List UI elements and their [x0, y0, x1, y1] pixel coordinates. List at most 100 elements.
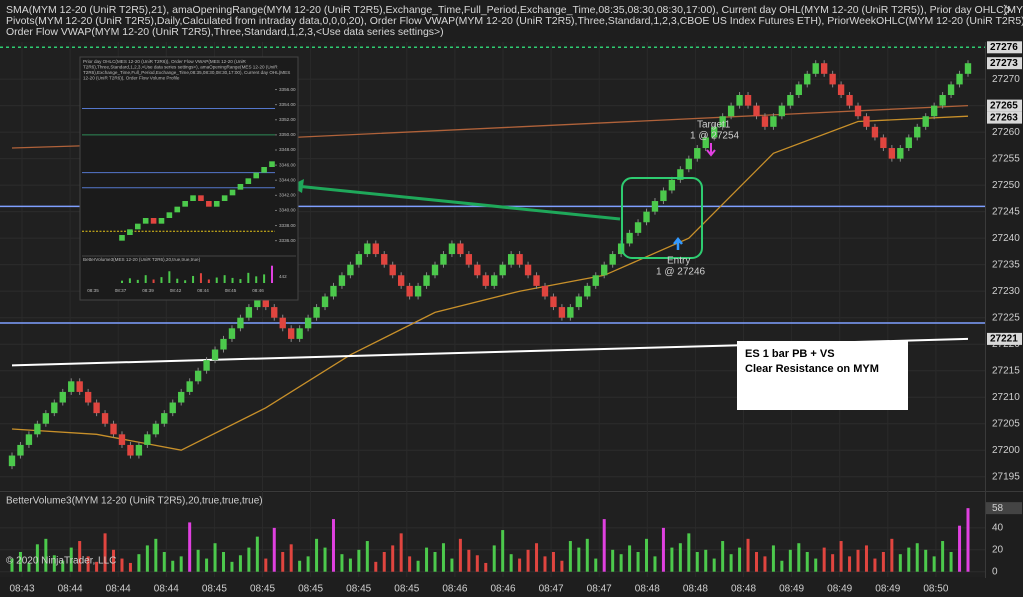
inset-x-label: 08:39 — [142, 288, 154, 293]
x-tick-label: 08:44 — [154, 584, 179, 595]
volume-bar — [560, 560, 564, 572]
volume-bar — [145, 545, 149, 572]
inset-volume-bar — [215, 277, 218, 283]
inset-volume-bar — [207, 279, 210, 283]
candle-body — [651, 201, 659, 212]
x-tick-label: 08:46 — [442, 584, 467, 595]
inset-tick-label: 3354.00 — [279, 102, 296, 107]
volume-bar — [492, 545, 496, 572]
volume-bar — [331, 519, 335, 572]
candle-body — [178, 391, 185, 403]
volume-bar — [416, 560, 420, 572]
candle-body — [237, 317, 244, 329]
candle-body — [25, 434, 33, 445]
candle-body — [364, 243, 371, 255]
volume-bar — [247, 547, 251, 572]
inset-x-label: 08:44 — [197, 288, 209, 293]
candle-body — [905, 137, 912, 149]
candle-body — [482, 275, 489, 286]
copyright: © 2020 NinjaTrader, LLC — [6, 556, 116, 567]
inset-volume-bar — [136, 279, 139, 283]
inset-x-label: 08:37 — [115, 288, 127, 293]
candle-body — [922, 116, 929, 127]
candle-body — [880, 137, 887, 149]
scroll-icon[interactable] — [1003, 4, 1011, 16]
volume-bar — [577, 547, 581, 572]
candle-body — [863, 116, 870, 127]
y-tick-label: 27225 — [992, 312, 1020, 323]
inset-candle — [134, 223, 141, 230]
volume-bar — [272, 527, 276, 572]
candle-body — [770, 116, 777, 127]
candle-body — [17, 444, 24, 456]
volume-tick-label: 20 — [992, 544, 1004, 555]
inset-header: 12-20 (UniR T2R6)), Order Flow Volume Pr… — [83, 76, 180, 81]
volume-bar — [856, 549, 860, 572]
candle-body — [829, 73, 836, 85]
volume-bar — [907, 547, 911, 572]
volume-bar — [154, 538, 158, 572]
candle-body — [634, 222, 642, 233]
volume-bar — [695, 551, 699, 572]
candle-body — [964, 63, 972, 74]
note-box — [737, 341, 908, 410]
volume-bar — [754, 551, 758, 572]
inset-tick-label: 3336.00 — [279, 238, 296, 243]
inset-tick-label: 3340.00 — [279, 208, 296, 213]
target-label: Target1 — [697, 120, 731, 131]
candle-body — [854, 105, 862, 117]
volume-bar — [441, 543, 445, 572]
volume-bar — [763, 556, 767, 572]
x-tick-label: 08:48 — [683, 584, 708, 595]
volume-bar — [95, 561, 99, 572]
candle-body — [220, 338, 227, 350]
volume-bar — [340, 554, 344, 572]
volume-bar — [458, 538, 462, 572]
candle-body — [440, 254, 447, 265]
inset-volume-bar — [199, 273, 202, 283]
volume-bar — [467, 549, 471, 572]
candle-body — [778, 105, 786, 117]
inset-candle — [119, 235, 125, 241]
inset-volume-bar — [255, 276, 258, 283]
x-tick-label: 08:45 — [298, 584, 323, 595]
volume-bar — [814, 558, 818, 572]
inset-tick-label: 3346.00 — [279, 162, 296, 167]
volume-bar — [518, 558, 522, 572]
candle-body — [812, 63, 819, 74]
volume-bar — [179, 556, 183, 572]
candle-body — [245, 307, 253, 318]
volume-bar — [890, 538, 894, 572]
x-tick-label: 08:44 — [58, 584, 83, 595]
volume-bar — [509, 554, 513, 572]
candle-body — [296, 328, 303, 339]
candle-body — [668, 179, 676, 191]
candle-body — [846, 95, 853, 106]
volume-bar — [602, 519, 606, 572]
volume-bar — [120, 558, 124, 572]
volume-bar — [788, 549, 792, 572]
inset-volume-bar — [239, 279, 242, 283]
inset-candle — [213, 201, 220, 207]
x-tick-label: 08:44 — [106, 584, 131, 595]
candle-body — [313, 307, 320, 318]
candle-body — [423, 275, 430, 286]
candle-body — [203, 360, 210, 371]
candle-body — [837, 84, 845, 96]
price-marker-box — [987, 57, 1022, 70]
volume-bar — [238, 555, 242, 572]
volume-bar — [374, 561, 378, 572]
candle-body — [541, 285, 549, 297]
inset-candle — [206, 201, 212, 207]
header-line: SMA(MYM 12-20 (UniR T2R5),21), amaOpenin… — [6, 4, 1023, 16]
x-tick-label: 08:46 — [490, 584, 515, 595]
volume-bar — [924, 549, 928, 572]
header-line: Pivots(MYM 12-20 (UniR T2R5),Daily,Calcu… — [6, 15, 1023, 27]
candle-body — [51, 402, 58, 414]
candle-body — [550, 296, 557, 308]
inset-tick-label: 3350.00 — [279, 132, 296, 137]
y-tick-label: 27205 — [992, 418, 1020, 429]
candle-body — [660, 190, 667, 202]
y-tick-label: 27200 — [992, 445, 1020, 456]
